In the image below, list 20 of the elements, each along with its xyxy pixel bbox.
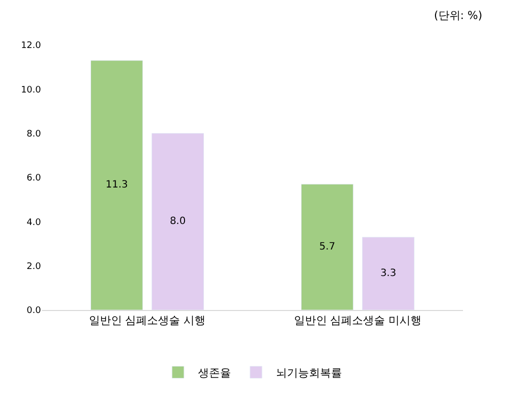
data-label: 5.7	[319, 242, 336, 253]
legend-label: 뇌기능회복률	[276, 366, 342, 380]
data-label: 3.3	[380, 268, 396, 280]
y-tick-label: 10.0	[20, 85, 42, 96]
bar	[90, 60, 143, 310]
data-label: 8.0	[170, 216, 186, 228]
data-label: 11.3	[106, 180, 128, 191]
bar	[362, 236, 414, 310]
y-tick-label: 2.0	[26, 262, 42, 272]
bar	[301, 184, 354, 310]
bar	[152, 133, 204, 310]
y-tick-label: 4.0	[26, 218, 42, 228]
text: (단위: %)	[434, 9, 482, 22]
y-tick-label: 0.0	[26, 306, 42, 316]
x-tick-label: 일반인 심폐소생술 미시행	[294, 314, 422, 328]
legend-label: 생존율	[198, 366, 231, 380]
y-tick-label: 12.0	[20, 41, 42, 52]
x-tick-label: 일반인 심폐소생술 시행	[88, 314, 206, 328]
y-tick-label: 8.0	[26, 129, 42, 140]
y-tick-label: 6.0	[26, 174, 42, 184]
